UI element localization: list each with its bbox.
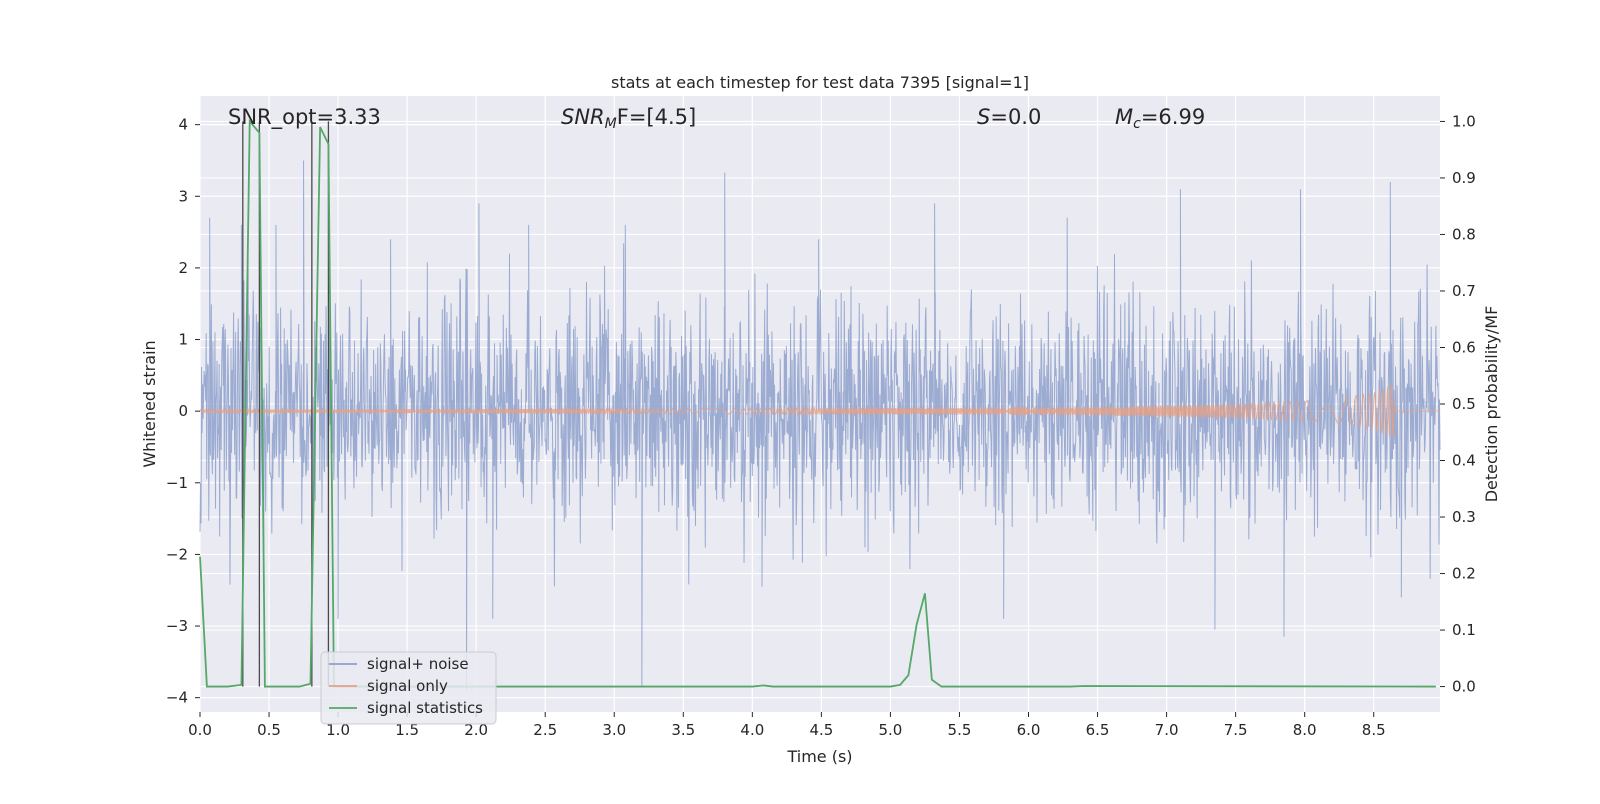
annotation-s-main: S bbox=[977, 105, 990, 129]
y-tick-label-right: 0.8 bbox=[1452, 225, 1476, 243]
x-tick-label: 3.0 bbox=[602, 721, 626, 739]
y-tick-label-left: 3 bbox=[178, 187, 188, 205]
y-tick-label-right: 0.7 bbox=[1452, 282, 1476, 300]
annotation-mc-main: M bbox=[1115, 105, 1133, 129]
y-tick-label-right: 0.3 bbox=[1452, 508, 1476, 526]
x-axis-label: Time (s) bbox=[786, 747, 852, 766]
y-tick-label-right: 0.0 bbox=[1452, 678, 1476, 696]
y-tick-label-right: 0.6 bbox=[1452, 338, 1476, 356]
annotation-snr-mf: SNRMF=[4.5] bbox=[561, 105, 696, 132]
y-tick-label-left: −3 bbox=[166, 617, 188, 635]
y-tick-label-right: 0.1 bbox=[1452, 621, 1476, 639]
annotation-s-tail: =0.0 bbox=[990, 105, 1041, 129]
x-tick-label: 1.0 bbox=[326, 721, 350, 739]
annotation-snr-mf-main: SNR bbox=[561, 105, 605, 129]
y-tick-label-right: 0.4 bbox=[1452, 452, 1476, 470]
y-tick-label-left: −4 bbox=[166, 689, 188, 707]
y-tick-label-left: 2 bbox=[178, 259, 188, 277]
x-tick-label: 2.0 bbox=[464, 721, 488, 739]
x-tick-label: 2.5 bbox=[533, 721, 557, 739]
annotation-snr-mf-sub: M bbox=[605, 116, 617, 132]
y-axis-label-right: Detection probability/MF bbox=[1482, 306, 1501, 503]
x-tick-label: 8.0 bbox=[1293, 721, 1317, 739]
y-tick-label-left: −2 bbox=[166, 545, 188, 563]
y-axis-label-left: Whitened strain bbox=[140, 340, 159, 467]
series-signal-only bbox=[199, 384, 1440, 439]
y-tick-label-right: 0.2 bbox=[1452, 565, 1476, 583]
x-tick-label: 1.5 bbox=[395, 721, 419, 739]
y-tick-label-left: −1 bbox=[166, 474, 188, 492]
x-tick-label: 0.5 bbox=[257, 721, 281, 739]
x-tick-label: 0.0 bbox=[188, 721, 212, 739]
x-tick-label: 5.5 bbox=[948, 721, 972, 739]
annotation-mc: Mc=6.99 bbox=[1115, 105, 1205, 132]
annotation-mc-tail: =6.99 bbox=[1141, 105, 1205, 129]
legend-label-signal-only: signal only bbox=[367, 677, 448, 695]
annotation-snr-opt: SNR_opt=3.33 bbox=[228, 105, 381, 130]
x-tick-label: 4.5 bbox=[809, 721, 833, 739]
x-tick-label: 6.5 bbox=[1086, 721, 1110, 739]
x-tick-label: 7.5 bbox=[1224, 721, 1248, 739]
x-tick-label: 6.0 bbox=[1017, 721, 1041, 739]
signal-trace bbox=[199, 384, 1440, 439]
y-tick-label-left: 1 bbox=[178, 331, 188, 349]
x-tick-label: 3.5 bbox=[671, 721, 695, 739]
y-tick-label-right: 0.5 bbox=[1452, 395, 1476, 413]
annotation-s: S=0.0 bbox=[977, 105, 1041, 129]
y-tick-label-right: 1.0 bbox=[1452, 112, 1476, 130]
legend-label-signal-statistics: signal statistics bbox=[367, 699, 483, 717]
legend-box bbox=[320, 651, 497, 725]
x-tick-label: 4.0 bbox=[740, 721, 764, 739]
x-tick-label: 5.0 bbox=[878, 721, 902, 739]
axis-ticks: 0.0 0.5 1.0 1.5 2.0 2.5 3.0 3.5 4.0 4.5 5.0 5.5 6.0 6… bbox=[166, 112, 1476, 739]
legend-label-signal-plus-noise: signal+ noise bbox=[367, 655, 469, 673]
annotation-mc-sub: c bbox=[1133, 116, 1141, 132]
x-tick-label: 7.0 bbox=[1155, 721, 1179, 739]
y-tick-label-left: 4 bbox=[178, 116, 188, 134]
legend: signal+ noise signal only signal statist… bbox=[320, 651, 497, 725]
y-tick-label-left: 0 bbox=[178, 402, 188, 420]
y-tick-label-right: 0.9 bbox=[1452, 169, 1476, 187]
chart-title: stats at each timestep for test data 739… bbox=[611, 73, 1029, 92]
x-tick-label: 8.5 bbox=[1362, 721, 1386, 739]
annotation-snr-mf-tail: F=[4.5] bbox=[617, 105, 696, 129]
